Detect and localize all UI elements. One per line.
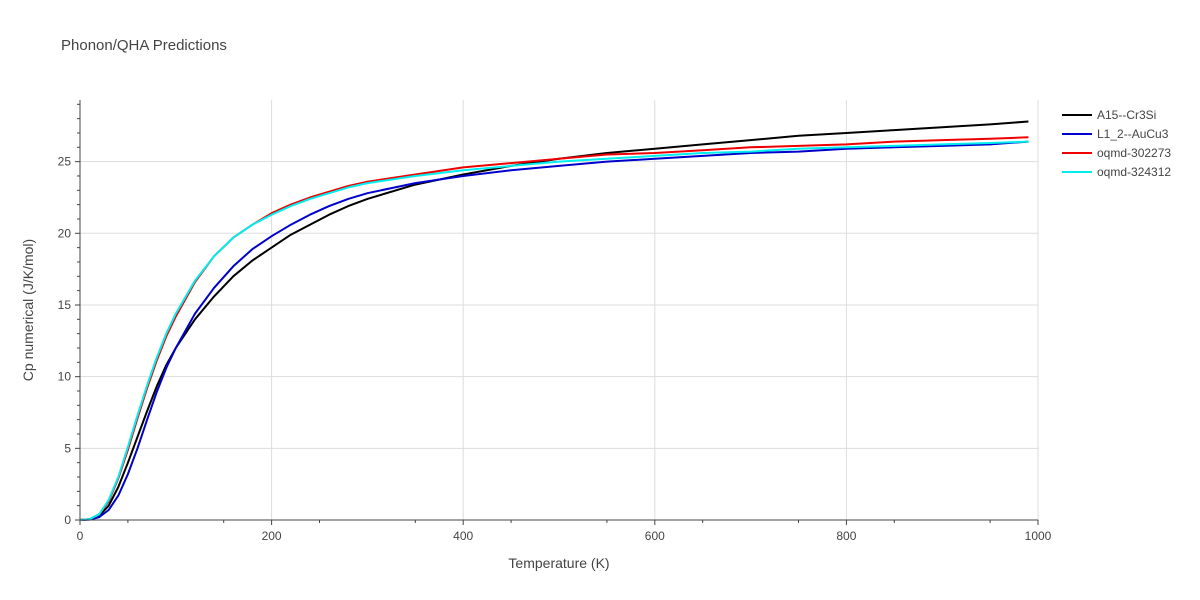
x-tick-label: 1000 bbox=[1025, 529, 1052, 543]
series-line-3 bbox=[79, 140, 1029, 521]
x-tick-label: 200 bbox=[262, 529, 282, 543]
y-tick-label: 10 bbox=[58, 370, 72, 384]
legend-label: L1_2--AuCu3 bbox=[1097, 127, 1169, 141]
x-tick-label: 0 bbox=[77, 529, 84, 543]
legend-label: A15--Cr3Si bbox=[1097, 108, 1156, 122]
legend-item-1[interactable]: L1_2--AuCu3 bbox=[1062, 127, 1169, 141]
y-tick-label: 5 bbox=[64, 441, 71, 455]
x-axis-label: Temperature (K) bbox=[508, 555, 609, 571]
series-line-2 bbox=[79, 136, 1029, 521]
grid bbox=[80, 100, 1039, 520]
legend[interactable]: A15--Cr3Si L1_2--AuCu3 oqmd-302273 oqmd-324… bbox=[1062, 108, 1171, 179]
legend-item-2[interactable]: oqmd-302273 bbox=[1062, 146, 1171, 160]
legend-label: oqmd-302273 bbox=[1097, 146, 1171, 160]
axes: 0 200 400 600 800 1000 0 5 10 15 20 25 bbox=[58, 100, 1052, 543]
x-tick-label: 400 bbox=[453, 529, 473, 543]
y-tick-label: 20 bbox=[58, 226, 72, 240]
y-tick-label: 0 bbox=[64, 513, 71, 527]
legend-item-0[interactable]: A15--Cr3Si bbox=[1062, 108, 1156, 122]
series-line-1 bbox=[79, 140, 1029, 521]
series-layer bbox=[79, 120, 1029, 521]
x-tick-label: 800 bbox=[836, 529, 856, 543]
legend-item-3[interactable]: oqmd-324312 bbox=[1062, 165, 1171, 179]
legend-label: oqmd-324312 bbox=[1097, 165, 1171, 179]
chart-title: Phonon/QHA Predictions bbox=[61, 37, 227, 54]
y-axis-label: Cp numerical (J/K/mol) bbox=[20, 239, 36, 381]
series-line-0 bbox=[79, 120, 1029, 521]
x-tick-label: 600 bbox=[645, 529, 665, 543]
y-tick-label: 15 bbox=[58, 298, 72, 312]
y-tick-label: 25 bbox=[58, 155, 72, 169]
